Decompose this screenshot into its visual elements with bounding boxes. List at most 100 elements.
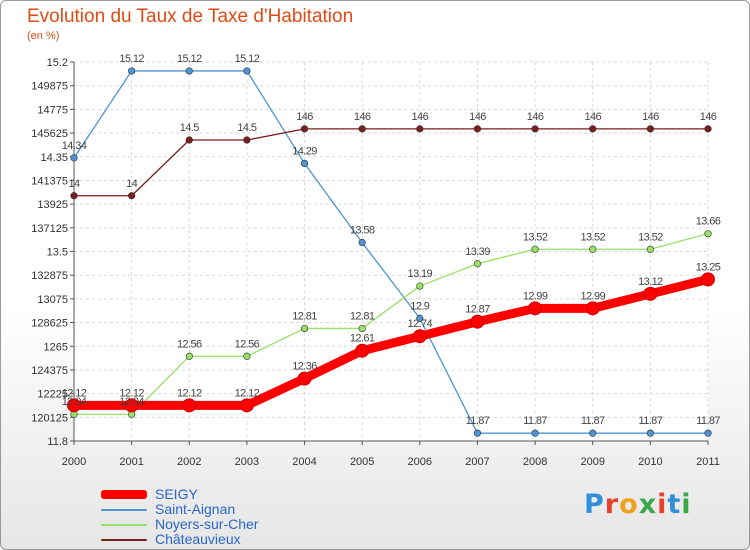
unit-label: (en %)	[27, 30, 60, 42]
x-tick-label: 2009	[580, 456, 604, 468]
data-label: 13.39	[465, 246, 490, 258]
data-label: 146	[296, 111, 313, 123]
data-point	[300, 159, 309, 168]
data-label: 13.52	[638, 231, 663, 243]
data-label: 146	[412, 111, 429, 123]
data-point	[531, 125, 539, 133]
data-label: 13.66	[696, 216, 721, 228]
data-label: 12.56	[177, 338, 202, 350]
data-point	[528, 301, 543, 316]
y-tick-label: 120125	[31, 412, 68, 424]
legend-swatch	[101, 538, 147, 541]
legend-item: Saint-Aignan	[101, 502, 258, 517]
y-tick-label: 13925	[37, 199, 68, 211]
data-point	[297, 371, 312, 386]
data-point	[531, 245, 539, 253]
data-label: 12.81	[292, 310, 317, 322]
data-label: 12.12	[62, 387, 87, 399]
data-label: 146	[354, 111, 371, 123]
data-point	[473, 125, 482, 133]
data-label: 12.12	[235, 387, 260, 399]
y-tick-label: 15.2	[47, 57, 68, 69]
data-label: 13.52	[523, 231, 548, 243]
data-label: 11.87	[523, 415, 547, 427]
data-label: 13.12	[638, 276, 663, 288]
data-point	[70, 154, 78, 162]
y-tick-label: 13.5	[47, 247, 68, 259]
data-label: 12.99	[523, 290, 548, 302]
series-line-3	[73, 128, 709, 197]
data-point	[243, 67, 251, 75]
x-tick-label: 2006	[408, 456, 432, 468]
y-tick-label: 14775	[37, 104, 68, 116]
data-label: 12.56	[235, 338, 260, 350]
data-point	[701, 272, 715, 287]
data-point	[585, 301, 600, 316]
data-label: 13.19	[408, 268, 433, 280]
data-point	[358, 324, 366, 333]
data-point	[412, 329, 427, 344]
data-point	[185, 136, 193, 144]
data-label: 146	[584, 111, 601, 123]
x-tick-label: 2010	[638, 456, 662, 468]
data-point	[416, 125, 424, 133]
y-tick-label: 132875	[31, 270, 68, 282]
series-line-2	[73, 233, 709, 415]
data-label: 14.29	[292, 145, 317, 157]
data-label: 12.12	[119, 387, 144, 399]
data-label: 14.34	[62, 140, 87, 152]
data-label: 14	[68, 178, 80, 190]
data-point	[358, 238, 366, 247]
proxiti-logo: Proxiti	[584, 489, 692, 520]
data-label: 14	[126, 178, 138, 190]
data-point	[243, 136, 251, 144]
data-point	[531, 429, 539, 437]
y-tick-label: 141375	[31, 175, 68, 187]
legend-swatch	[101, 508, 147, 511]
legend-item: Châteauvieux	[101, 532, 258, 547]
data-label: 146	[642, 111, 659, 123]
data-label: 12.74	[408, 318, 433, 330]
data-point	[416, 314, 424, 322]
y-tick-label: 145625	[31, 128, 68, 140]
x-tick-label: 2004	[292, 456, 316, 468]
y-tick-label: 137125	[31, 223, 68, 235]
legend-label: Saint-Aignan	[155, 501, 236, 517]
data-point	[124, 398, 139, 413]
data-point	[182, 398, 197, 413]
data-label: 12.87	[465, 304, 490, 316]
data-point	[300, 125, 309, 133]
data-point	[239, 398, 254, 413]
data-label: 13.58	[350, 225, 375, 237]
data-point	[643, 286, 658, 301]
data-point	[185, 352, 193, 360]
data-label: 12.04	[62, 396, 87, 408]
legend-label: Châteauvieux	[155, 531, 241, 547]
legend-swatch	[101, 523, 147, 526]
data-point	[646, 125, 654, 133]
x-tick-label: 2003	[235, 456, 259, 468]
legend-label: Noyers-sur-Cher	[155, 516, 259, 532]
y-tick-label: 12225	[37, 389, 68, 401]
legend: SEIGY Saint-Aignan Noyers-sur-Cher Châteauv…	[101, 487, 258, 547]
data-label: 11.87	[466, 415, 490, 427]
data-point	[589, 429, 597, 437]
y-tick-label: 1265	[44, 341, 68, 353]
y-tick-label: 149875	[31, 81, 68, 93]
data-point	[589, 245, 597, 253]
x-tick-label: 2005	[350, 456, 374, 468]
legend-swatch	[101, 490, 147, 499]
data-point	[473, 429, 482, 437]
y-tick-label: 13075	[37, 294, 68, 306]
data-point	[128, 192, 136, 200]
x-tick-label: 2011	[696, 456, 720, 468]
data-label: 13.52	[580, 231, 605, 243]
series-line-1	[73, 70, 709, 434]
y-tick-label: 124375	[31, 365, 68, 377]
data-point	[300, 324, 309, 333]
data-label: 12.12	[177, 387, 202, 399]
data-point	[128, 67, 136, 75]
legend-item: SEIGY	[101, 487, 258, 502]
